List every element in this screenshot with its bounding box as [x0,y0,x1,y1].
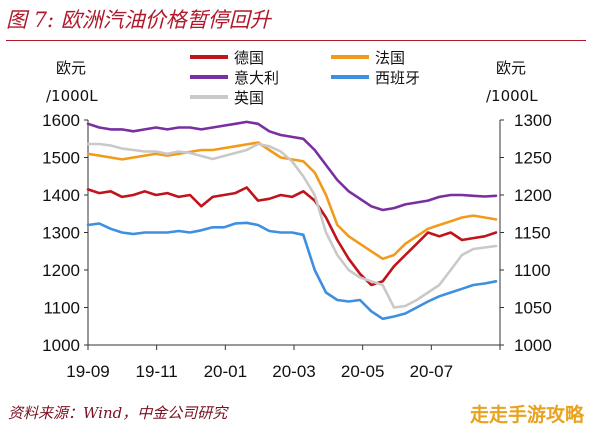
left-tick-label: 1500 [42,149,80,168]
x-tick-label: 19-11 [136,362,178,381]
x-tick-label: 20-01 [204,362,247,381]
left-tick-label: 1100 [43,299,80,318]
series-line-1 [86,141,498,261]
right-tick-label: 1300 [514,111,552,130]
series-line-0 [86,186,498,287]
series-line-4 [86,142,498,309]
left-tick-label: 1400 [42,186,80,205]
right-tick-label: 1200 [514,186,552,205]
x-tick-label: 20-07 [410,362,453,381]
legend-label: 英国 [234,89,264,107]
chart-plot-area [86,120,498,321]
x-tick-label: 20-05 [341,362,384,381]
source-note: 资料来源：Wind，中金公司研究 [8,404,228,422]
legend-label: 意大利 [234,69,279,87]
legend-label: 西班牙 [375,69,420,87]
series-line-3 [86,221,498,321]
right-tick-label: 1000 [514,336,552,355]
chart-title: 图 7: 欧洲汽油价格暂停回升 [6,8,271,32]
left-tick-label: 1300 [42,224,80,243]
x-tick-label: 19-09 [66,362,109,381]
right-tick-label: 1250 [514,149,552,168]
right-unit-label: /1000L [486,87,538,105]
left-tick-label: 1200 [42,261,80,280]
right-tick-label: 1100 [514,261,551,280]
left-unit-label: /1000L [46,87,98,105]
chart-axes: 1000 1100 1200 1300 1400 1500 1600 1000 1050 1100… [42,59,552,381]
right-tick-label: 1050 [514,299,552,318]
series-line-2 [86,120,498,212]
left-tick-label: 1000 [42,336,80,355]
right-tick-label: 1150 [514,224,551,243]
legend-label: 法国 [375,49,405,67]
left-unit-label: 欧元 [56,59,86,77]
left-tick-label: 1600 [42,111,80,130]
legend-label: 德国 [234,49,264,67]
x-tick-label: 20-03 [272,362,315,381]
title-divider [6,40,586,41]
watermark-logo: 走走手游攻略 [469,404,584,426]
right-unit-label: 欧元 [496,59,526,77]
